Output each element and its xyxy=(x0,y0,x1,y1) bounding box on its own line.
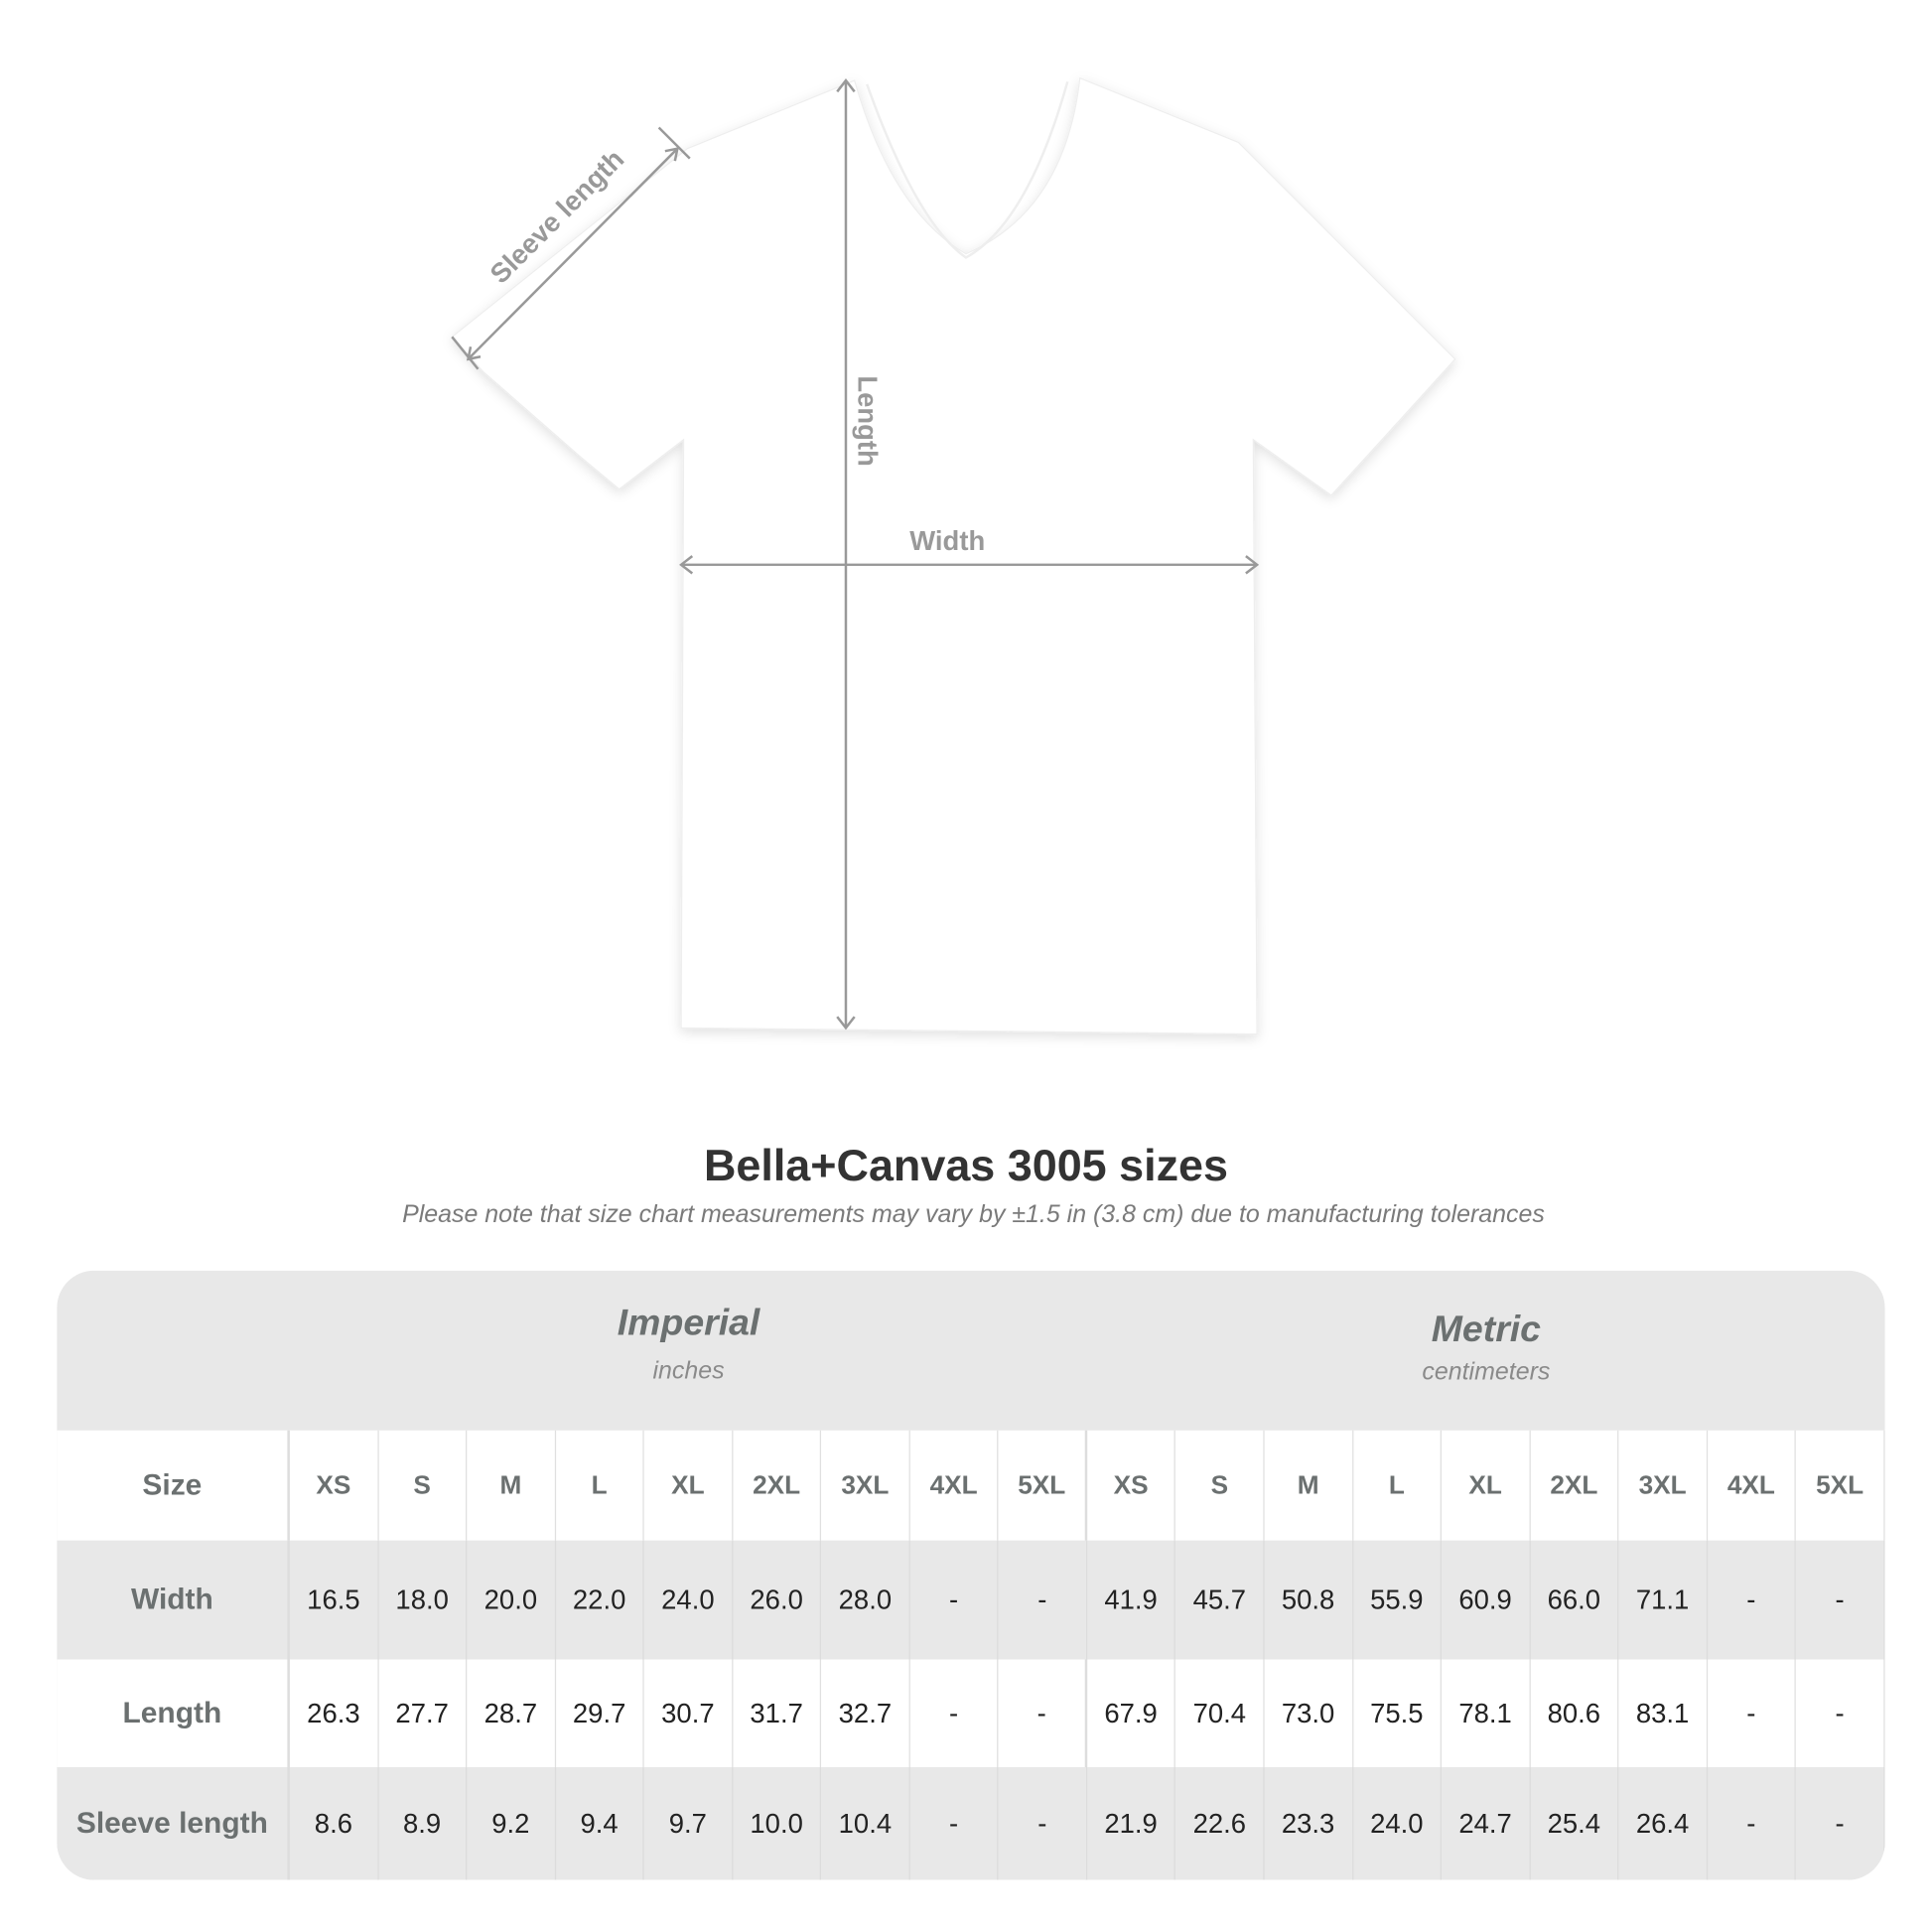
imperial-value: 30.7 xyxy=(644,1659,734,1768)
imperial-header: Imperial inches xyxy=(290,1303,1087,1462)
metric-size-2xl: 2XL xyxy=(1530,1430,1619,1541)
size-header: Size xyxy=(57,1430,290,1541)
imperial-value: 9.4 xyxy=(556,1767,644,1880)
imperial-size-4xl: 4XL xyxy=(910,1430,999,1541)
length-label: Length xyxy=(852,375,883,466)
imperial-value: - xyxy=(999,1659,1088,1768)
table-row: Length 26.3 27.7 28.7 29.7 30.7 31.7 32.7- -67.9… xyxy=(57,1659,1885,1768)
imperial-size-2xl: 2XL xyxy=(733,1430,822,1541)
table-row: Width 16.5 18.0 20.0 22.0 24.0 26.0 28.0- -41.9 4… xyxy=(57,1540,1885,1660)
metric-value: 83.1 xyxy=(1619,1659,1708,1768)
imperial-value: 20.0 xyxy=(467,1540,556,1660)
imperial-value: 8.9 xyxy=(378,1767,468,1880)
metric-value: 67.9 xyxy=(1087,1659,1176,1768)
metric-unit: centimeters xyxy=(1422,1358,1551,1386)
imperial-size-s: S xyxy=(378,1430,468,1541)
imperial-value: 18.0 xyxy=(378,1540,468,1660)
imperial-size-3xl: 3XL xyxy=(821,1430,910,1541)
metric-value: 60.9 xyxy=(1442,1540,1531,1660)
imperial-value: - xyxy=(910,1767,999,1880)
metric-size-l: L xyxy=(1353,1430,1443,1541)
imperial-label: Imperial xyxy=(617,1303,760,1344)
metric-label: Metric xyxy=(1431,1309,1541,1350)
row-label: Sleeve length xyxy=(57,1767,290,1880)
row-label: Length xyxy=(57,1659,290,1768)
imperial-size-xl: XL xyxy=(644,1430,734,1541)
imperial-value: 27.7 xyxy=(378,1659,468,1768)
metric-size-s: S xyxy=(1175,1430,1265,1541)
imperial-value: 32.7 xyxy=(821,1659,910,1768)
imperial-size-5xl: 5XL xyxy=(999,1430,1088,1541)
imperial-value: 26.3 xyxy=(290,1659,379,1768)
metric-size-xs: XS xyxy=(1087,1430,1176,1541)
imperial-size-xs: XS xyxy=(290,1430,379,1541)
imperial-value: 28.0 xyxy=(821,1540,910,1660)
metric-size-xl: XL xyxy=(1442,1430,1531,1541)
metric-value: - xyxy=(1708,1659,1797,1768)
imperial-value: 9.7 xyxy=(644,1767,734,1880)
metric-size-3xl: 3XL xyxy=(1619,1430,1708,1541)
imperial-value: 8.6 xyxy=(290,1767,379,1880)
imperial-size-l: L xyxy=(556,1430,644,1541)
metric-size-m: M xyxy=(1265,1430,1353,1541)
metric-value: 66.0 xyxy=(1530,1540,1619,1660)
row-label: Width xyxy=(57,1540,290,1660)
metric-value: 55.9 xyxy=(1353,1540,1443,1660)
imperial-value: 10.0 xyxy=(733,1767,822,1880)
imperial-value: - xyxy=(999,1540,1088,1660)
imperial-value: - xyxy=(910,1659,999,1768)
imperial-unit: inches xyxy=(652,1357,725,1385)
imperial-value: 22.0 xyxy=(556,1540,644,1660)
metric-value: 75.5 xyxy=(1353,1659,1443,1768)
metric-value: 24.0 xyxy=(1353,1767,1443,1880)
imperial-value: - xyxy=(910,1540,999,1660)
metric-value: - xyxy=(1796,1540,1885,1660)
size-table: Imperial inches Metric centimeters Size … xyxy=(57,1270,1885,1880)
metric-value: 73.0 xyxy=(1265,1659,1353,1768)
metric-value: 22.6 xyxy=(1175,1767,1265,1880)
imperial-value: 16.5 xyxy=(290,1540,379,1660)
tshirt-diagram: Sleeve length Length Width xyxy=(451,76,1456,1035)
imperial-size-m: M xyxy=(467,1430,556,1541)
metric-value: 50.8 xyxy=(1265,1540,1353,1660)
imperial-value: 29.7 xyxy=(556,1659,644,1768)
metric-value: 78.1 xyxy=(1442,1659,1531,1768)
metric-value: - xyxy=(1796,1659,1885,1768)
metric-size-5xl: 5XL xyxy=(1796,1430,1885,1541)
metric-value: 26.4 xyxy=(1619,1767,1708,1880)
imperial-value: 24.0 xyxy=(644,1540,734,1660)
metric-value: 21.9 xyxy=(1087,1767,1176,1880)
metric-value: 24.7 xyxy=(1442,1767,1531,1880)
metric-value: 70.4 xyxy=(1175,1659,1265,1768)
page-title: Bella+Canvas 3005 sizes xyxy=(703,1139,1228,1190)
metric-value: 25.4 xyxy=(1530,1767,1619,1880)
table-row: Sleeve length 8.6 8.9 9.2 9.4 9.7 10.0 10.4- -21… xyxy=(57,1767,1885,1880)
width-label: Width xyxy=(909,525,985,556)
size-row: Size XS S M L XL 2XL 3XL 4XL 5XL XS S M L XL 2XL 3XL 4XL… xyxy=(57,1430,1885,1541)
metric-size-4xl: 4XL xyxy=(1708,1430,1797,1541)
imperial-value: 31.7 xyxy=(733,1659,822,1768)
metric-value: 41.9 xyxy=(1087,1540,1176,1660)
metric-value: 45.7 xyxy=(1175,1540,1265,1660)
metric-value: - xyxy=(1796,1767,1885,1880)
metric-value: - xyxy=(1708,1767,1797,1880)
tolerance-note: Please note that size chart measurements… xyxy=(402,1200,1545,1229)
imperial-value: - xyxy=(999,1767,1088,1880)
metric-value: 80.6 xyxy=(1530,1659,1619,1768)
imperial-value: 26.0 xyxy=(733,1540,822,1660)
metric-header: Metric centimeters xyxy=(1087,1310,1884,1469)
metric-value: - xyxy=(1708,1540,1797,1660)
imperial-value: 9.2 xyxy=(467,1767,556,1880)
metric-value: 23.3 xyxy=(1265,1767,1353,1880)
imperial-value: 10.4 xyxy=(821,1767,910,1880)
metric-value: 71.1 xyxy=(1619,1540,1708,1660)
tshirt-shape xyxy=(451,76,1456,1035)
imperial-value: 28.7 xyxy=(467,1659,556,1768)
